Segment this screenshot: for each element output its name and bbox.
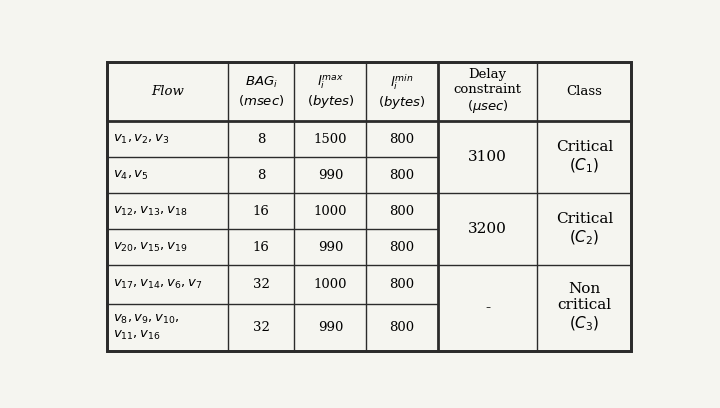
- Text: 1500: 1500: [314, 133, 347, 146]
- Text: 3100: 3100: [468, 150, 507, 164]
- Text: Delay
constraint
$(\mu sec)$: Delay constraint $(\mu sec)$: [454, 68, 522, 115]
- Text: $v_4, v_5$: $v_4, v_5$: [114, 169, 149, 182]
- Text: 990: 990: [318, 241, 343, 254]
- Text: Non
critical
$(C_3)$: Non critical $(C_3)$: [557, 282, 611, 333]
- Text: 8: 8: [257, 169, 266, 182]
- Text: Critical
$(C_2)$: Critical $(C_2)$: [556, 212, 613, 247]
- Text: 800: 800: [390, 241, 415, 254]
- Text: $v_8, v_9, v_{10},$
$v_{11}, v_{16}$: $v_8, v_9, v_{10},$ $v_{11}, v_{16}$: [114, 313, 180, 342]
- Text: Flow: Flow: [151, 85, 184, 98]
- Text: 16: 16: [253, 241, 270, 254]
- Text: 990: 990: [318, 321, 343, 334]
- Text: 32: 32: [253, 278, 270, 291]
- Text: Critical
$(C_1)$: Critical $(C_1)$: [556, 140, 613, 175]
- Text: 800: 800: [390, 205, 415, 218]
- Text: 3200: 3200: [468, 222, 507, 236]
- Text: $v_{17}, v_{14}, v_6, v_7$: $v_{17}, v_{14}, v_6, v_7$: [114, 278, 203, 291]
- Text: 990: 990: [318, 169, 343, 182]
- Text: $v_{20}, v_{15}, v_{19}$: $v_{20}, v_{15}, v_{19}$: [114, 241, 188, 254]
- Text: $v_1, v_2, v_3$: $v_1, v_2, v_3$: [114, 133, 170, 146]
- Text: 8: 8: [257, 133, 266, 146]
- Text: 32: 32: [253, 321, 270, 334]
- Text: 1000: 1000: [314, 278, 347, 291]
- Text: $BAG_i$
$(msec)$: $BAG_i$ $(msec)$: [238, 75, 284, 108]
- Text: 16: 16: [253, 205, 270, 218]
- Text: Class: Class: [567, 85, 602, 98]
- Text: 800: 800: [390, 169, 415, 182]
- Text: 800: 800: [390, 133, 415, 146]
- Text: 800: 800: [390, 321, 415, 334]
- Text: 800: 800: [390, 278, 415, 291]
- Text: $v_{12}, v_{13}, v_{18}$: $v_{12}, v_{13}, v_{18}$: [114, 205, 188, 218]
- Text: -: -: [485, 301, 490, 315]
- Text: $l_i^{max}$
$(bytes)$: $l_i^{max}$ $(bytes)$: [307, 73, 354, 110]
- Text: $l_i^{min}$
$(bytes)$: $l_i^{min}$ $(bytes)$: [378, 72, 426, 111]
- Text: 1000: 1000: [314, 205, 347, 218]
